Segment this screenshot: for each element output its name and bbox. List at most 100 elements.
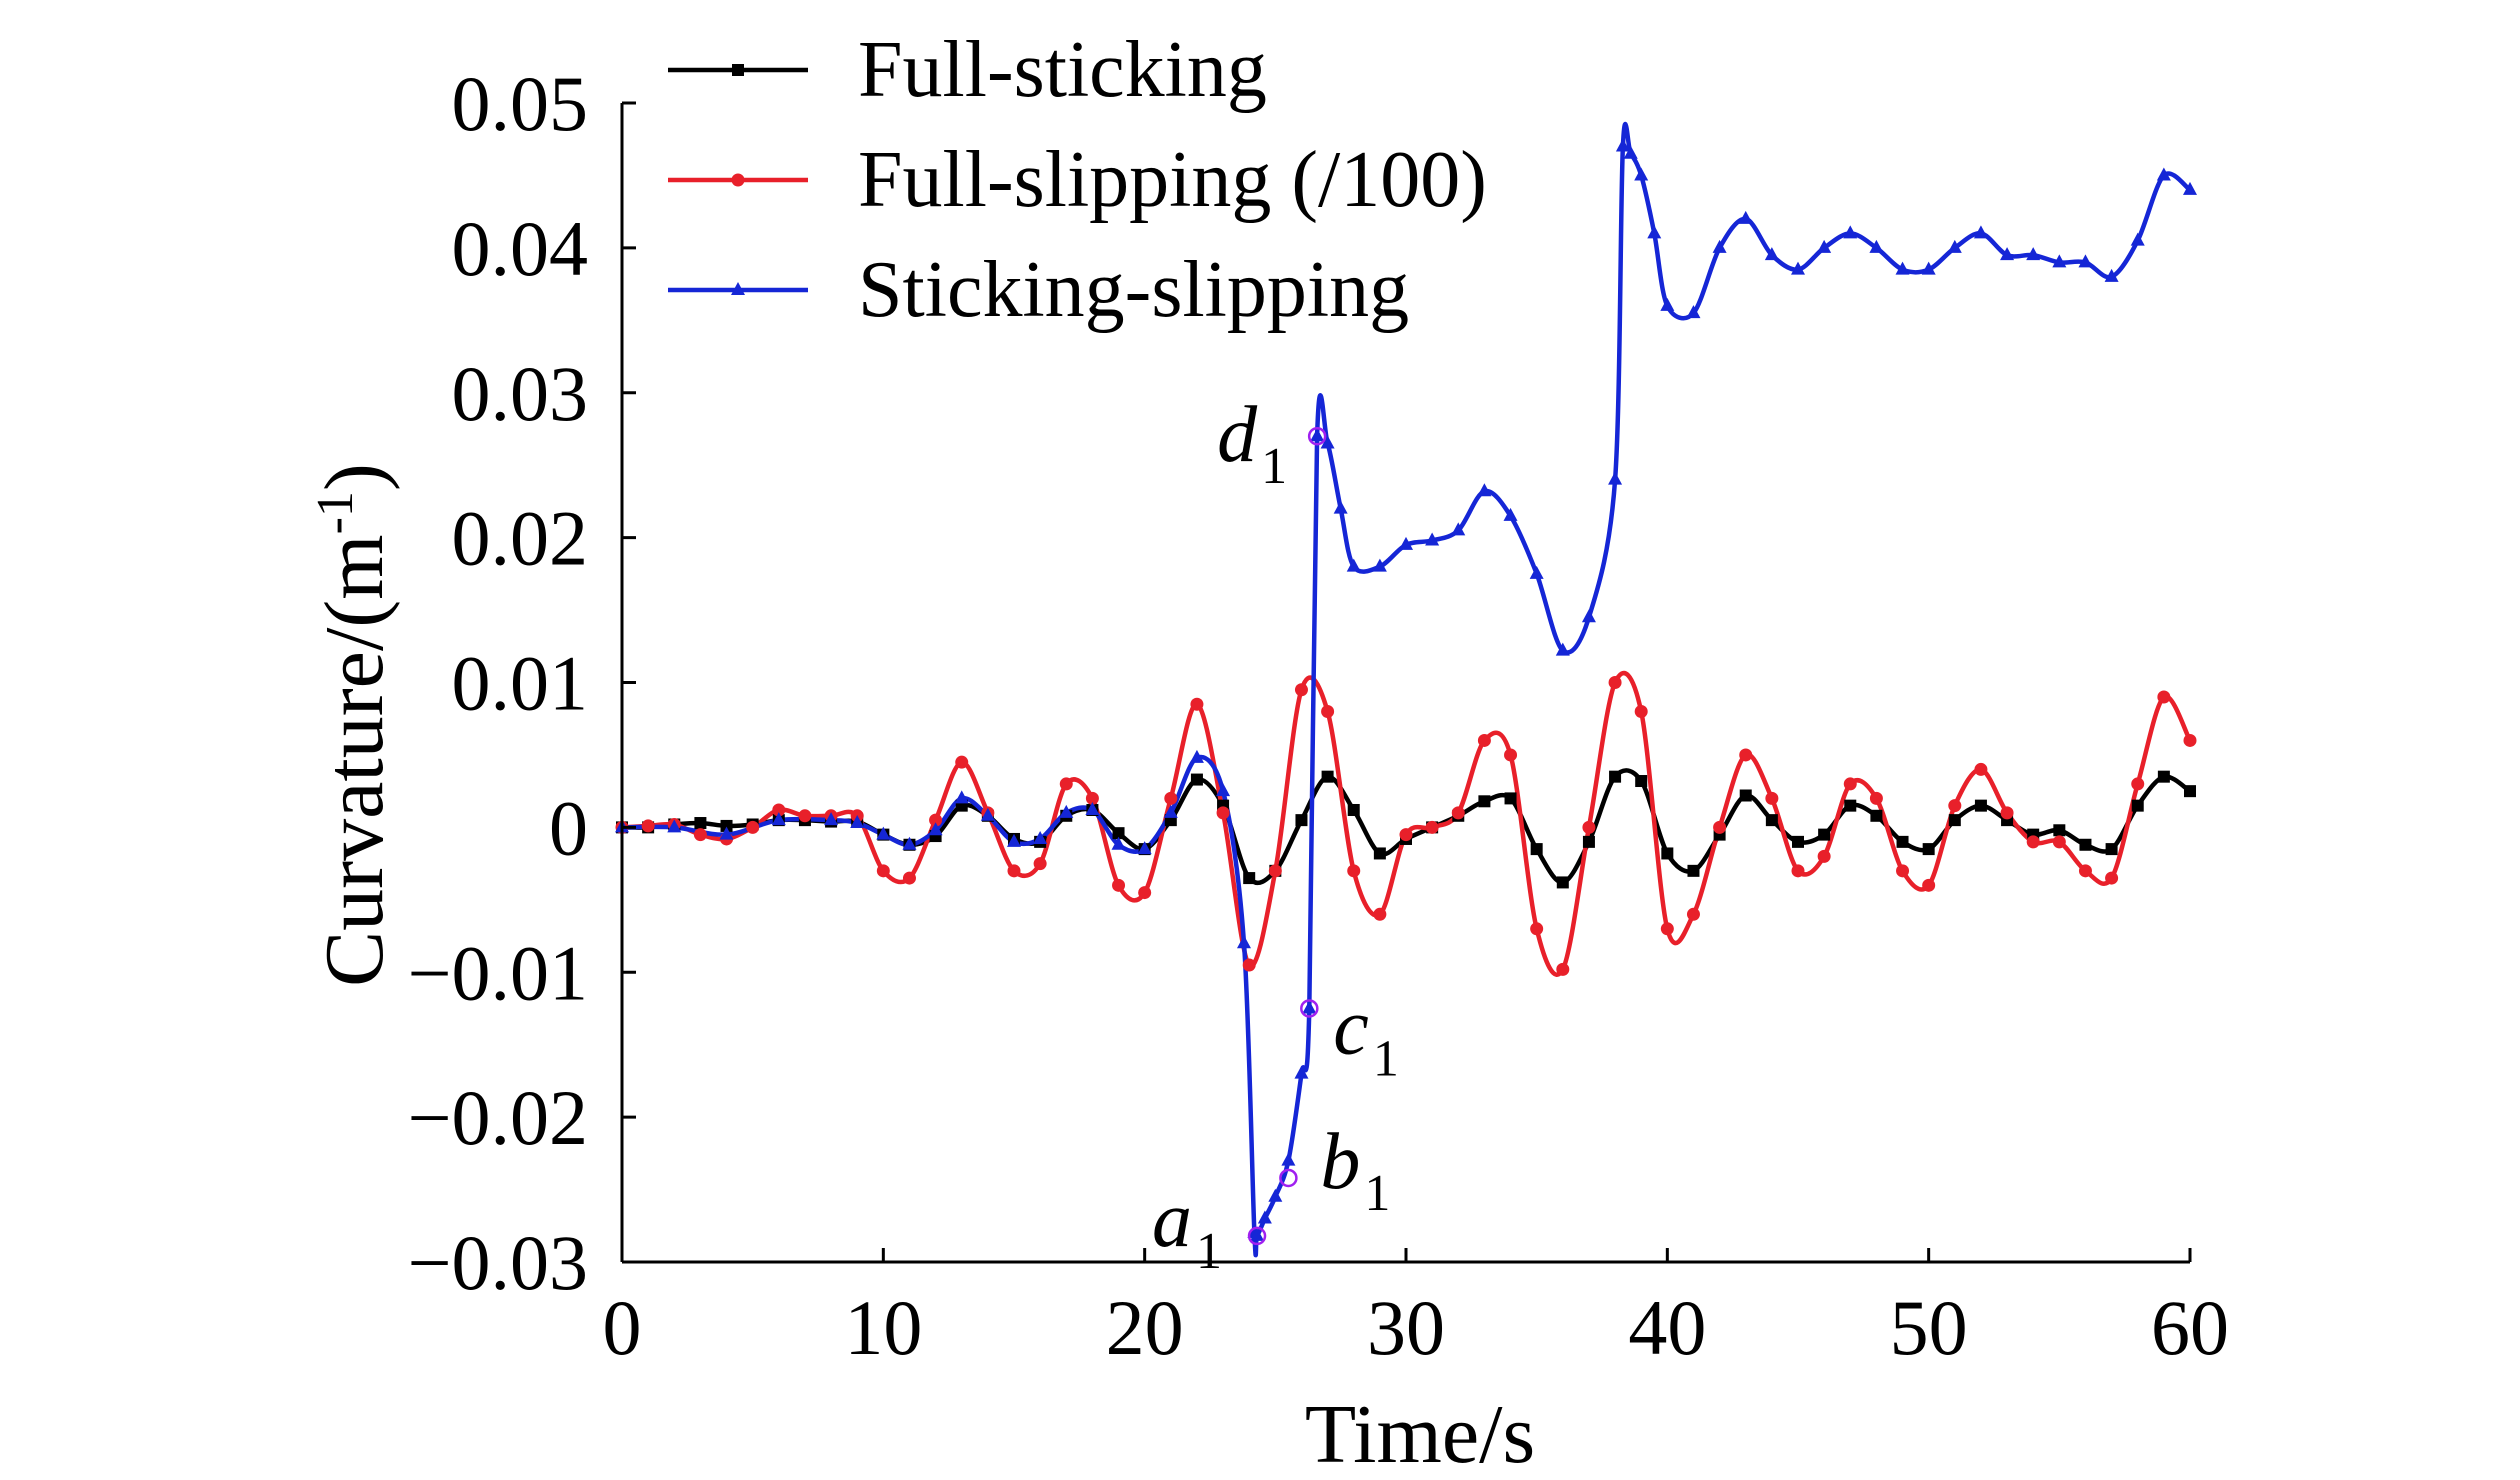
series-3-point <box>1346 558 1361 572</box>
series-2-point <box>1242 958 1256 972</box>
y-axis-title: Curvature/(m-1) <box>307 463 401 987</box>
series-3-point <box>2104 268 2119 282</box>
series-1-point <box>1112 827 1125 840</box>
series-2-point <box>1268 864 1282 878</box>
series-2-point <box>1582 820 1596 834</box>
series-3-point <box>850 815 865 829</box>
series-1-point <box>1896 835 1909 848</box>
series-2-point <box>2131 777 2145 791</box>
series-1-point <box>1530 843 1543 856</box>
annotation-label-b1: b1 <box>1320 1118 1390 1222</box>
series-3-point <box>1634 167 1649 181</box>
series-2-point <box>1294 683 1308 697</box>
series-2-point <box>1608 676 1622 689</box>
series-3-point <box>1712 239 1727 253</box>
series-3-point <box>1686 305 1701 319</box>
y-tick-label: 0.01 <box>452 640 589 727</box>
series-2-point <box>1033 857 1047 871</box>
series-2-point <box>1321 704 1335 718</box>
series-2-point <box>2183 733 2197 747</box>
series-3-point <box>1111 836 1126 850</box>
series-1-point <box>694 817 707 830</box>
x-tick-label: 30 <box>1367 1284 1445 1371</box>
series-2-point <box>1085 791 1099 805</box>
series-3-point <box>1791 261 1805 275</box>
series-1-point <box>2053 824 2066 837</box>
series-2-point <box>798 809 812 823</box>
series-2-point <box>641 819 655 833</box>
series-2-point <box>1974 762 1988 776</box>
series-1-point <box>1844 799 1857 812</box>
y-tick-label: 0.02 <box>452 495 589 582</box>
series-2-point <box>1347 864 1361 878</box>
legend: Full-sticking Full-slipping (/100) Stickin… <box>668 26 1487 334</box>
series-3-point <box>1451 522 1466 536</box>
legend-marker-2 <box>731 173 745 187</box>
series-3-point <box>1623 145 1638 159</box>
series-2-point <box>1556 962 1570 976</box>
series-1-point <box>1661 847 1674 860</box>
axes <box>620 101 2192 1264</box>
series-1-point <box>1948 814 1961 827</box>
series-3-point <box>1302 1000 1317 1014</box>
series-1-point <box>1556 876 1569 889</box>
series-3-point <box>1503 507 1518 521</box>
annotations: d1 c1 a1 b1 <box>1152 391 1399 1280</box>
series-1-point <box>2079 838 2092 851</box>
series-2-point <box>1765 791 1779 805</box>
series-2-point <box>1477 733 1491 747</box>
series-3-point <box>1085 801 1100 815</box>
x-tick-label: 0 <box>603 1284 642 1371</box>
series-1-point <box>2131 799 2144 812</box>
y-axis-title-superscript: -1 <box>307 491 364 534</box>
series-1-point <box>1870 809 1883 822</box>
series-1-point <box>1582 835 1595 848</box>
series-2-point <box>1373 907 1387 921</box>
tick-labels: 0 10 20 30 40 50 60 −0.03 −0.02 −0.01 0 0.01 0.02 0.0… <box>408 60 2230 1371</box>
series-2-point <box>1164 791 1178 805</box>
series-3-point <box>1163 804 1178 818</box>
series-2-point <box>1530 922 1544 936</box>
series-2-point <box>929 813 943 827</box>
series-3-point <box>1236 935 1251 949</box>
series-1-point <box>1974 799 1987 812</box>
series-3-point <box>2026 247 2041 261</box>
series-3-point <box>1137 841 1152 855</box>
series-2-point <box>1660 922 1674 936</box>
series-2-point <box>876 864 890 878</box>
series-2-point <box>1869 791 1883 805</box>
series-3-point <box>1268 1188 1283 1202</box>
x-tick-label: 20 <box>1106 1284 1184 1371</box>
series-3-point <box>2130 232 2145 246</box>
series-3-point <box>1250 1227 1265 1241</box>
series-2-point <box>746 820 760 834</box>
series-2-point <box>1190 697 1204 711</box>
series-3-point <box>2078 254 2093 268</box>
series-2-point <box>2000 806 2014 820</box>
series-3-point <box>1615 138 1630 152</box>
series-2-point <box>1896 864 1910 878</box>
y-tick-label: 0.04 <box>452 205 589 292</box>
series-1-point <box>1190 773 1203 786</box>
series-3-point <box>1059 804 1074 818</box>
series-3-point <box>1310 428 1325 442</box>
annotation-point-c1 <box>1300 999 1319 1018</box>
series-3-point <box>1895 261 1910 275</box>
series-3-point <box>1257 1210 1272 1224</box>
x-tick-label: 60 <box>2151 1284 2229 1371</box>
series-3-point <box>876 826 891 840</box>
series-2-point <box>955 755 969 769</box>
series-3-point <box>1921 261 1936 275</box>
series-1-point <box>1243 872 1256 885</box>
series-3-point <box>902 836 917 850</box>
annotation-point-b1 <box>1279 1168 1298 1188</box>
series-3-point <box>667 819 682 833</box>
series-2-point <box>1686 907 1700 921</box>
series-3-point <box>928 822 943 836</box>
series-2-point <box>1216 806 1230 820</box>
series-1-point <box>1609 770 1622 783</box>
series-3-point <box>1425 532 1440 546</box>
y-tick-label: 0.03 <box>452 350 589 437</box>
series-3-point <box>1660 297 1675 311</box>
series-1-point <box>2105 843 2118 856</box>
